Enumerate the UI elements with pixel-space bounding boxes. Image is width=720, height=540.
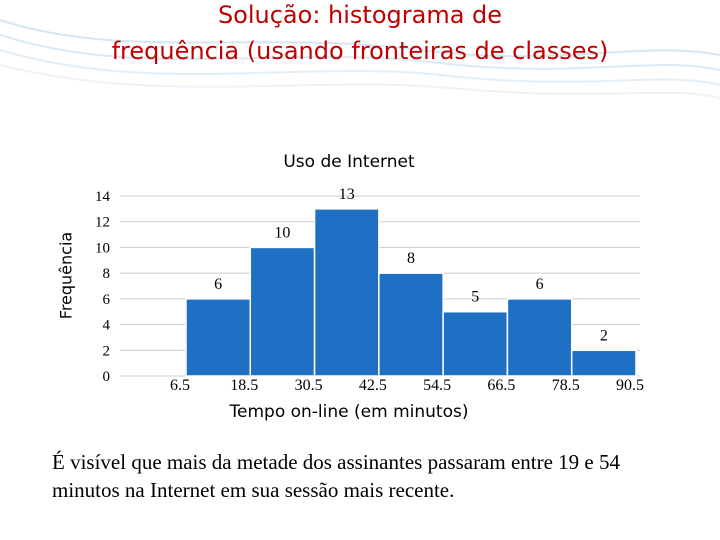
x-tick-label: 30.5	[295, 377, 323, 394]
y-axis-label: Frequência	[56, 231, 76, 320]
x-tick-label: 6.5	[170, 377, 190, 394]
x-axis-label: Tempo on-line (em minutos)	[229, 402, 469, 422]
slide-title-line1: Solução: histograma de	[217, 1, 503, 29]
x-tick-label: 42.5	[359, 377, 387, 394]
slide-caption: É visível que mais da metade dos assinan…	[52, 450, 621, 502]
y-tick-label: 0	[103, 369, 111, 385]
histogram-bar	[313, 208, 380, 377]
x-tick-label: 66.5	[487, 377, 515, 394]
y-tick-label: 8	[103, 266, 111, 282]
bar-value-label: 5	[471, 289, 479, 306]
x-tick-label: 90.5	[616, 377, 644, 394]
histogram-bar	[378, 272, 444, 377]
x-axis-label-background	[218, 398, 480, 428]
bar-value-label: 6	[536, 276, 544, 293]
y-tick-label: 12	[95, 215, 110, 231]
y-tick-label: 2	[103, 343, 111, 359]
slide-title-line2: frequência (usando fronteiras de classes…	[111, 37, 609, 65]
histogram-bar	[570, 349, 637, 377]
y-tick-label: 4	[103, 318, 111, 334]
bar-value-label: 10	[274, 224, 290, 241]
bar-value-label: 8	[407, 250, 415, 267]
bar-value-label: 2	[600, 327, 608, 344]
decorative-wave-background	[0, 19, 720, 99]
histogram-bar	[506, 298, 573, 377]
chart-title-background	[273, 150, 425, 182]
y-tick-label: 10	[95, 240, 110, 256]
bar-value-label: 13	[339, 186, 355, 203]
x-tick-label: 18.5	[230, 377, 258, 394]
bar-value-label: 6	[214, 276, 222, 293]
chart-title: Uso de Internet	[283, 152, 415, 172]
y-tick-label: 14	[95, 189, 111, 205]
x-tick-label: 78.5	[552, 377, 580, 394]
y-axis-label-background	[50, 210, 78, 345]
histogram-bar	[185, 298, 252, 377]
histogram-bar	[442, 310, 509, 377]
x-tick-label: 54.5	[423, 377, 451, 394]
y-tick-label: 6	[103, 292, 111, 308]
histogram-bar	[249, 246, 316, 377]
